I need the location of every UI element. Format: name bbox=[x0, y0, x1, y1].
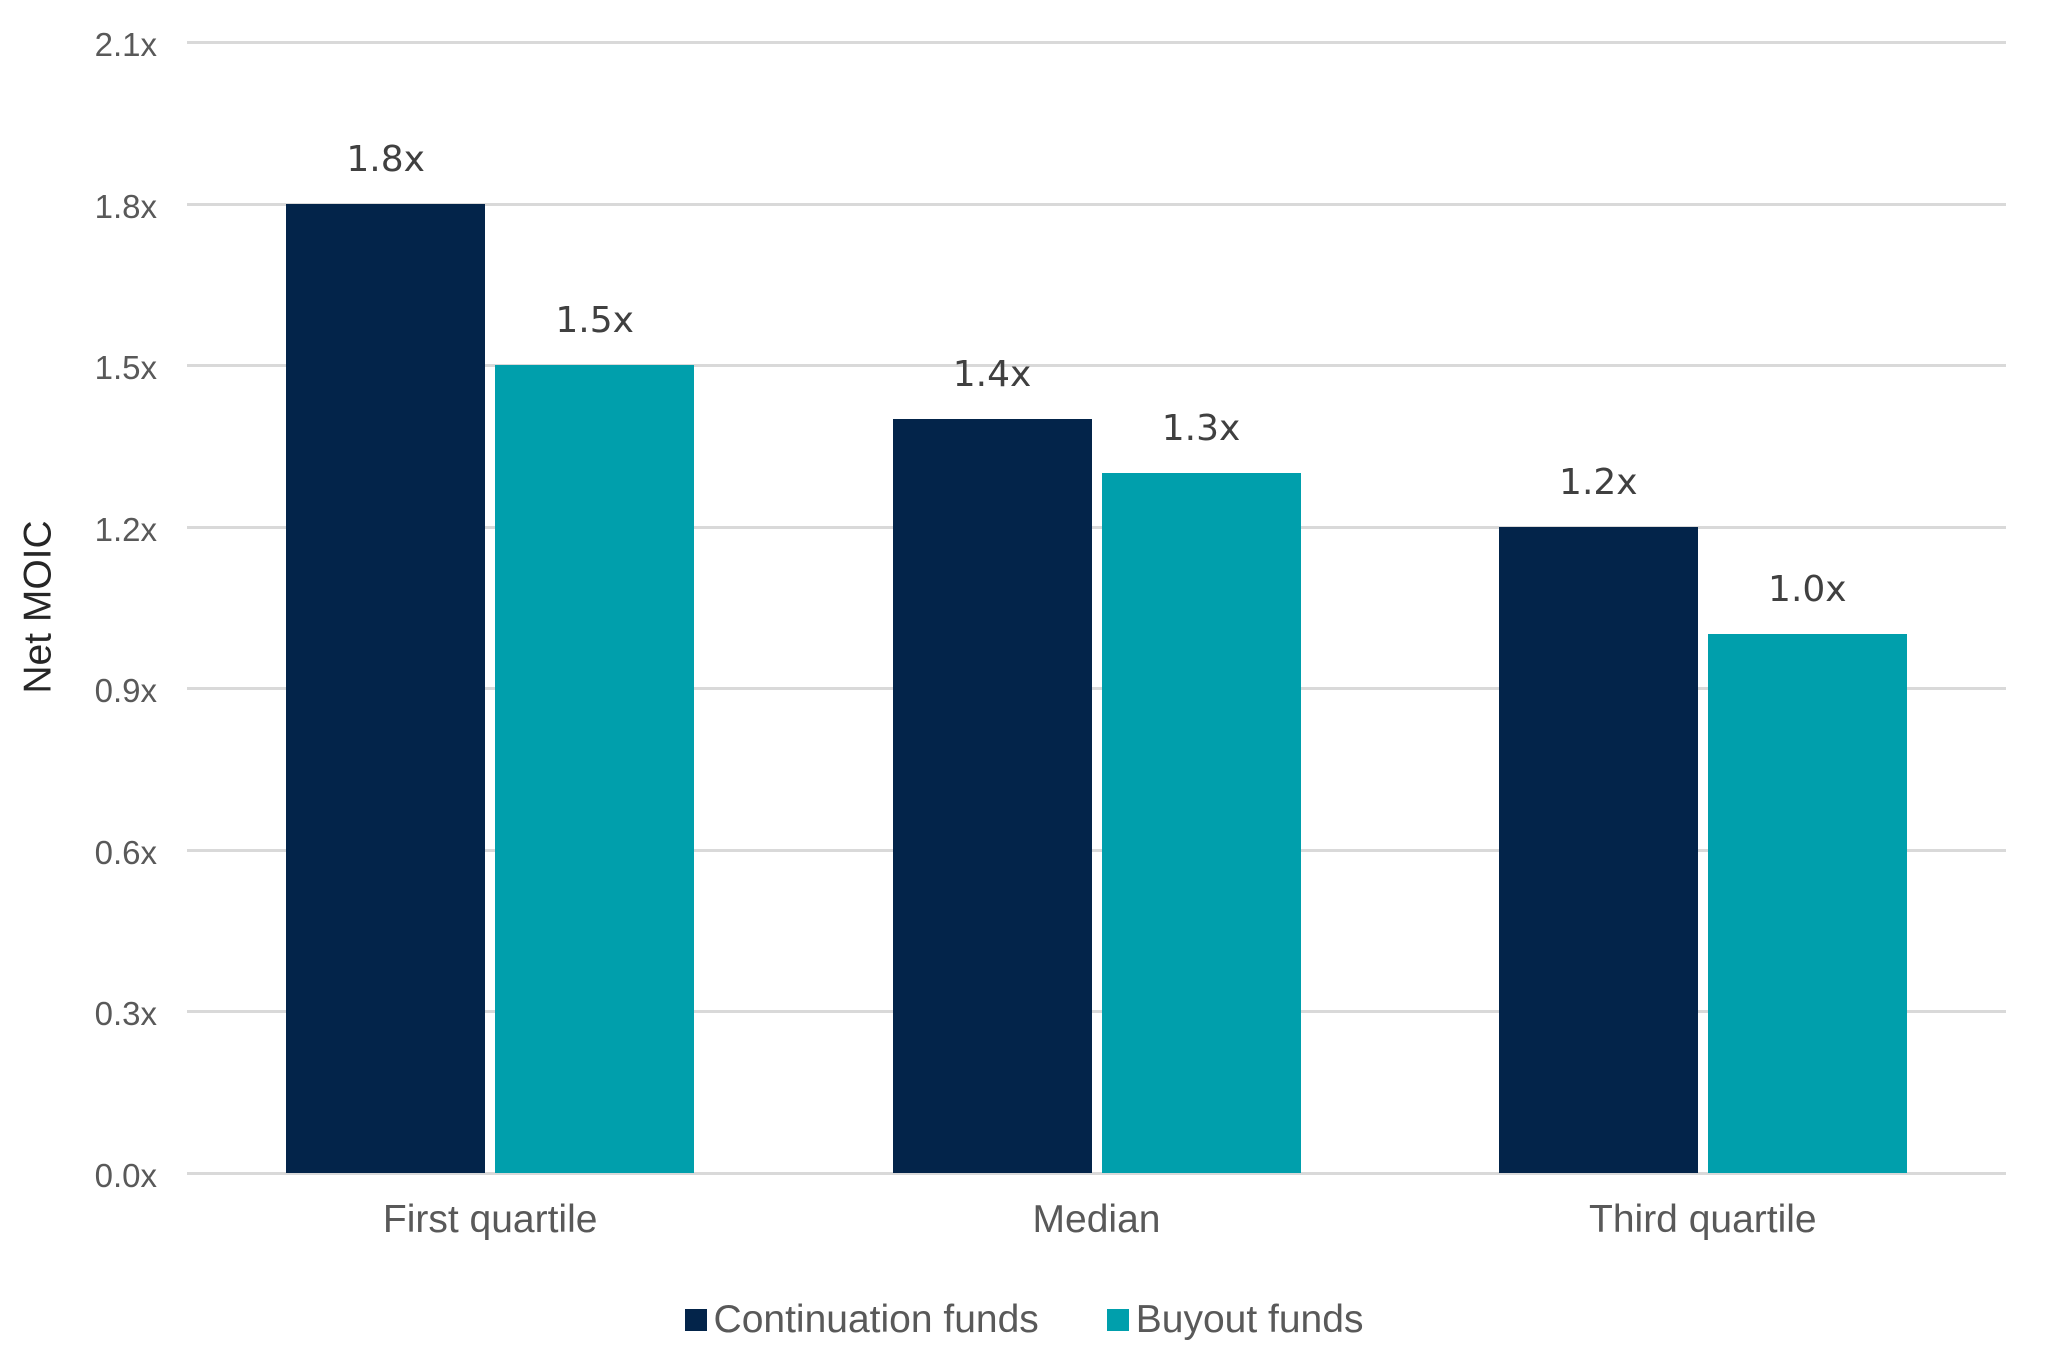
x-axis-line bbox=[187, 1172, 2006, 1175]
y-tick-label: 1.8x bbox=[94, 187, 157, 225]
data-label: 1.3x bbox=[1161, 407, 1241, 449]
y-tick-label: 0.0x bbox=[94, 1157, 157, 1194]
x-tick-label: First quartile bbox=[382, 1198, 598, 1241]
y-tick-label: 2.1x bbox=[94, 26, 157, 63]
data-label: 1.2x bbox=[1559, 461, 1638, 503]
legend-swatch-buyout bbox=[1106, 1308, 1129, 1331]
gridline bbox=[187, 848, 2006, 852]
bar-continuation-2 bbox=[1498, 526, 1698, 1173]
bar-continuation-1 bbox=[892, 419, 1092, 1173]
legend-item-continuation-funds: Continuation funds bbox=[684, 1298, 1039, 1341]
gridline bbox=[187, 364, 2006, 368]
gridline bbox=[187, 202, 2006, 206]
data-label: 1.4x bbox=[952, 354, 1032, 395]
y-tick-label: 0.3x bbox=[94, 995, 157, 1033]
data-label: 1.8x bbox=[346, 138, 425, 180]
bar-buyout-1 bbox=[1101, 472, 1301, 1173]
y-tick-label: 1.5x bbox=[94, 349, 157, 387]
gridline bbox=[187, 687, 2006, 691]
gridline bbox=[187, 41, 2006, 44]
x-tick-label: Median bbox=[1032, 1198, 1161, 1241]
data-label: 1.5x bbox=[555, 300, 634, 342]
legend-label: Continuation funds bbox=[713, 1298, 1039, 1341]
legend-label: Buyout funds bbox=[1135, 1298, 1364, 1341]
gridline bbox=[187, 1010, 2006, 1014]
y-tick-label: 1.2x bbox=[94, 510, 157, 548]
bar-continuation-0 bbox=[286, 203, 486, 1173]
legend: Continuation funds Buyout funds bbox=[0, 1300, 2048, 1339]
y-axis-title: Net MOIC bbox=[16, 520, 60, 694]
x-tick-label: Third quartile bbox=[1589, 1198, 1817, 1241]
gridline bbox=[187, 525, 2006, 529]
y-tick-label: 0.9x bbox=[94, 672, 157, 710]
bar-buyout-2 bbox=[1707, 634, 1907, 1173]
legend-swatch-continuation bbox=[684, 1308, 707, 1331]
y-tick-label: 0.6x bbox=[94, 833, 157, 871]
data-label: 1.0x bbox=[1768, 569, 1847, 611]
bar-buyout-0 bbox=[495, 365, 695, 1173]
legend-item-buyout-funds: Buyout funds bbox=[1106, 1298, 1364, 1341]
